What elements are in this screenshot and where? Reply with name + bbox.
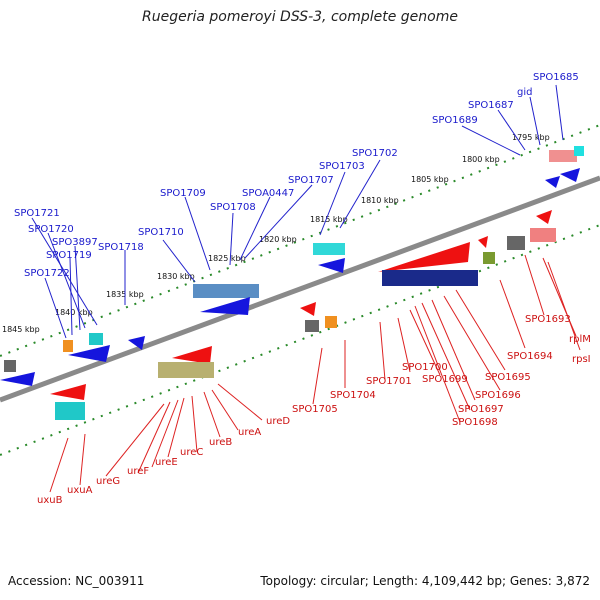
gene-block (63, 340, 73, 352)
gene-label: SPO1722 (24, 268, 70, 279)
gene-label: rplM (569, 334, 591, 345)
gene-label: SPO1719 (46, 250, 92, 261)
reverse-gene-labels: rpsI rplM SPO1693 SPO1694 SPO1695 SPO169… (37, 314, 591, 506)
gene-label: SPO1689 (432, 115, 478, 126)
gene-label: ureA (238, 427, 261, 438)
gene-block (382, 270, 478, 286)
gene-label: uxuB (37, 495, 63, 506)
gene-label: SPO1698 (452, 417, 498, 428)
accession-text: Accession: NC_003911 (8, 574, 145, 588)
gene-label: SPO1721 (14, 208, 60, 219)
gene-label: SPO1703 (319, 161, 365, 172)
gene-arrow (545, 176, 560, 188)
gene-label: SPOA0447 (242, 188, 294, 199)
scale-label: 1795 kbp (512, 133, 550, 142)
gene-block (325, 316, 337, 328)
gene-label: SPO1701 (366, 376, 412, 387)
genome-backbone (0, 175, 600, 403)
gene-label: SPO1709 (160, 188, 206, 199)
gene-arrow (68, 345, 110, 362)
topology-text: Topology: circular; Length: 4,109,442 bp… (260, 574, 590, 588)
gene-arrow (200, 297, 250, 315)
gene-label: SPO1710 (138, 227, 184, 238)
gene-block (483, 252, 495, 264)
gene-label: SPO3897 (52, 237, 98, 248)
gene-block (193, 284, 259, 298)
reverse-leader-lines (49, 254, 581, 493)
gene-label: ureD (266, 416, 290, 427)
gene-label: SPO1693 (525, 314, 571, 325)
gene-arrow (0, 372, 35, 386)
gene-label: SPO1699 (422, 374, 468, 385)
gene-arrow (128, 336, 145, 350)
gene-block (313, 243, 345, 255)
gene-label: SPO1696 (475, 390, 521, 401)
gene-label: SPO1685 (533, 72, 579, 83)
gene-label: SPO1694 (507, 351, 553, 362)
gene-arrow (378, 242, 470, 272)
gene-label: gid (517, 87, 532, 98)
forward-gene-labels: SPO1685 gid SPO1687 SPO1689 SPO1702 SPO1… (14, 72, 579, 279)
gene-arrow (50, 384, 86, 400)
gene-label: SPO1697 (458, 404, 504, 415)
gene-label: SPO1687 (468, 100, 514, 111)
scale-label: 1800 kbp (462, 155, 500, 164)
scale-label: 1820 kbp (259, 235, 297, 244)
gene-label: SPO1707 (288, 175, 334, 186)
gene-arrow (318, 258, 345, 273)
scale-label: 1825 kbp (208, 254, 246, 263)
gene-label: SPO1702 (352, 148, 398, 159)
scale-label: 1830 kbp (157, 272, 195, 281)
scale-label: 1810 kbp (361, 196, 399, 205)
gene-arrow (172, 346, 212, 364)
gene-block (305, 320, 319, 332)
gene-label: SPO1695 (485, 372, 531, 383)
gene-label: SPO1718 (98, 242, 144, 253)
scale-label: 1815 kbp (310, 215, 348, 224)
reverse-features (50, 210, 556, 420)
gene-block (530, 228, 556, 242)
map-title: Ruegeria pomeroyi DSS-3, complete genome (142, 9, 458, 25)
gene-arrow (300, 302, 316, 316)
gene-label: ureC (180, 447, 203, 458)
gene-label: uxuA (67, 485, 93, 496)
gene-block (89, 333, 103, 345)
gene-block (549, 150, 577, 162)
gene-label: ureE (155, 457, 178, 468)
gene-label: ureG (96, 476, 120, 487)
gene-block (507, 236, 525, 250)
scale-label: 1845 kbp (2, 325, 40, 334)
forward-leader-lines (31, 84, 564, 339)
gene-label: ureB (209, 437, 232, 448)
gene-label: SPO1708 (210, 202, 256, 213)
gene-label: SPO1705 (292, 404, 338, 415)
scale-label: 1805 kbp (411, 175, 449, 184)
gene-label: SPO1700 (402, 362, 448, 373)
scale-label: 1840 kbp (55, 308, 93, 317)
gene-label: SPO1720 (28, 224, 74, 235)
gene-block (574, 146, 584, 156)
gene-block (55, 402, 85, 420)
gene-label: rpsI (572, 354, 591, 365)
gene-block (158, 362, 214, 378)
gene-label: SPO1704 (330, 390, 376, 401)
gene-arrow (536, 210, 552, 224)
gene-arrow (560, 168, 580, 182)
gene-arrow (478, 236, 488, 248)
gene-block (4, 360, 16, 372)
forward-features (0, 146, 584, 386)
gene-label: ureF (127, 466, 149, 477)
